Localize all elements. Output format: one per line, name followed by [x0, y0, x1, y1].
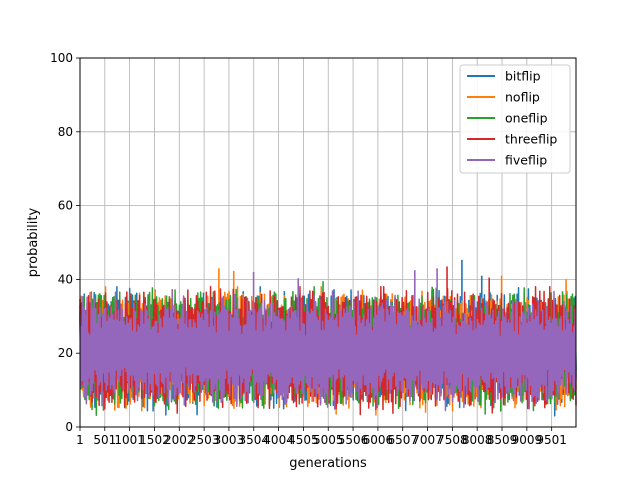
legend-label-threeflip: threeflip	[505, 132, 557, 147]
x-tick-label: 5506	[338, 433, 369, 447]
x-tick-label: 3003	[214, 433, 245, 447]
x-tick-label: 6507	[387, 433, 418, 447]
x-tick-label: 5005	[313, 433, 344, 447]
x-tick-label: 2503	[189, 433, 220, 447]
x-tick-label: 4505	[288, 433, 319, 447]
y-tick-label: 0	[65, 420, 73, 434]
legend-label-oneflip: oneflip	[505, 111, 548, 126]
x-tick-label: 1502	[139, 433, 170, 447]
series-line-fiveflip	[79, 290, 577, 412]
legend-label-bitflip: bitflip	[505, 69, 541, 84]
x-tick-label: 7007	[412, 433, 443, 447]
y-tick-label: 100	[50, 51, 73, 65]
legend: bitflip noflip oneflip threeflip fiveflip	[459, 64, 571, 174]
x-tick-label: 1001	[114, 433, 145, 447]
legend-box	[459, 64, 571, 174]
x-tick-label: 9501	[536, 433, 567, 447]
x-tick-label: 501	[93, 433, 116, 447]
x-tick-label: 8509	[487, 433, 518, 447]
y-axis-label: probability	[26, 208, 41, 278]
x-tick-label: 8008	[462, 433, 493, 447]
y-tick-label: 40	[58, 272, 73, 286]
y-axis: 0 20 40 60 80 100	[50, 51, 80, 434]
x-axis-label: generations	[289, 456, 367, 471]
series-area	[79, 259, 577, 417]
x-tick-label: 3504	[238, 433, 269, 447]
y-tick-label: 20	[58, 346, 73, 360]
x-tick-label: 2002	[164, 433, 195, 447]
x-tick-label: 7508	[437, 433, 468, 447]
x-tick-label: 4004	[263, 433, 294, 447]
x-axis: 1 501100115022002250330033504400445055005…	[76, 427, 567, 447]
x-tick-label: 9009	[512, 433, 543, 447]
legend-label-noflip: noflip	[505, 90, 540, 105]
y-tick-label: 60	[58, 199, 73, 213]
x-tick-label: 6006	[363, 433, 394, 447]
y-tick-label: 80	[58, 125, 73, 139]
x-tick-label: 1	[76, 433, 84, 447]
legend-label-fiveflip: fiveflip	[505, 153, 547, 168]
